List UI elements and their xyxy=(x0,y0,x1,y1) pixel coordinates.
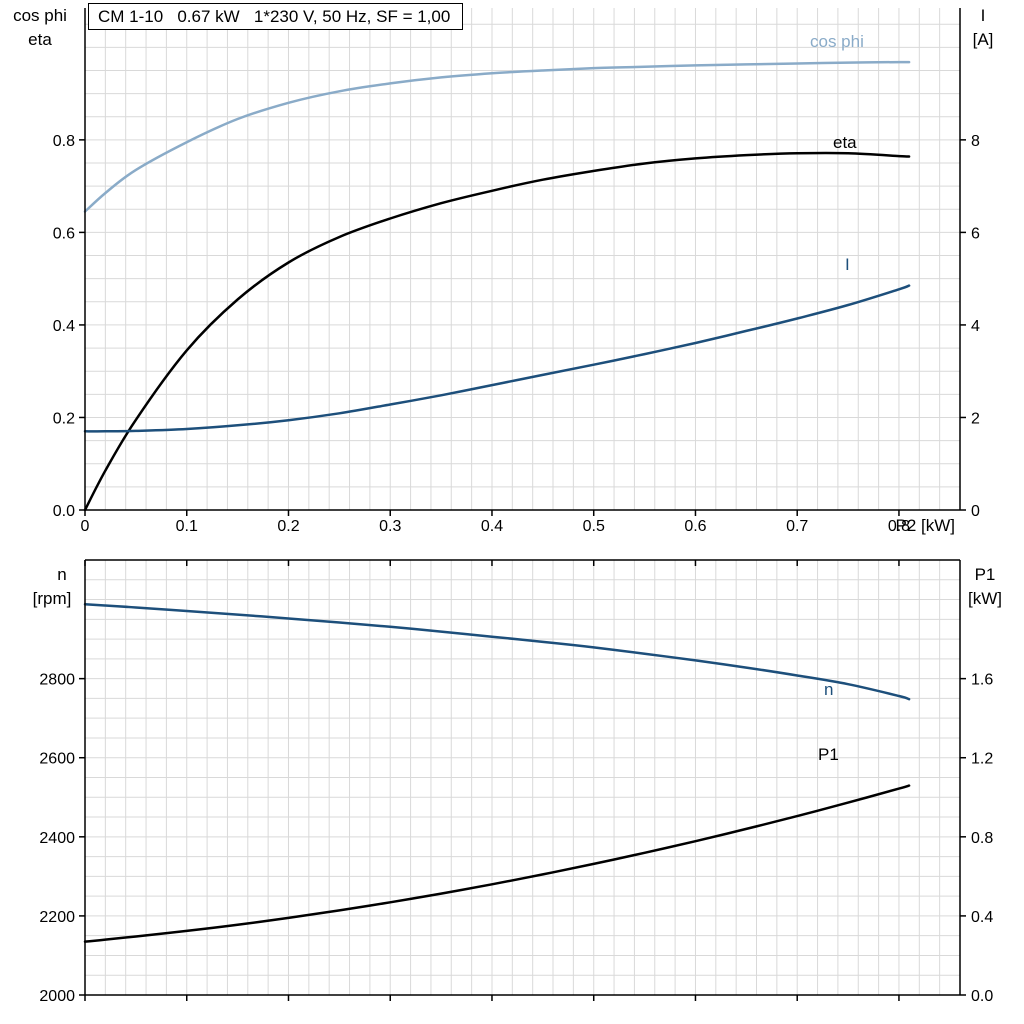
y-right-tick-label: 4 xyxy=(971,318,980,335)
axis-title-speed-unit: [rpm] xyxy=(33,589,72,608)
y-left-tick-label: 2000 xyxy=(39,988,75,1005)
curve-labels: cos phi eta I n P1 xyxy=(810,32,864,764)
x-tick-label: 0.7 xyxy=(786,518,808,535)
y-left-tick-label: 2600 xyxy=(39,751,75,768)
x-tick-label: 0 xyxy=(81,518,90,535)
y-right-tick-label: 0.8 xyxy=(971,830,993,847)
x-tick-label: 0.2 xyxy=(277,518,299,535)
y-right-tick-label: 1.2 xyxy=(971,751,993,768)
x-tick-label: 0.4 xyxy=(481,518,503,535)
axis-title-p1: P1 xyxy=(975,565,996,584)
axis-titles: cos phi eta I [A] P2 [kW] n [rpm] P1 [kW… xyxy=(13,6,1002,608)
y-left-tick-label: 2200 xyxy=(39,909,75,926)
curve-eta xyxy=(83,151,911,512)
x-axis-title-p2: P2 [kW] xyxy=(895,516,955,535)
top-chart-plot: 0 0.1 0.2 0.3 0.4 0.5 0.6 0.7 0.8 0.0 0.2 0.4 0.6 0.8… xyxy=(53,8,980,535)
y-left-tick-label: 2400 xyxy=(39,830,75,847)
x-tick-label: 0.5 xyxy=(583,518,605,535)
x-tick-label: 0.3 xyxy=(379,518,401,535)
curve-label-eta: eta xyxy=(833,133,857,152)
y-left-tick-label: 0.0 xyxy=(53,503,75,520)
y-left-tick-label: 0.8 xyxy=(53,133,75,150)
curve-label-speed: n xyxy=(824,680,833,699)
chart-title-box: CM 1-10 0.67 kW 1*230 V, 50 Hz, SF = 1,0… xyxy=(88,3,464,30)
axis-title-current-unit: [A] xyxy=(973,30,994,49)
axis-title-cos-phi: cos phi xyxy=(13,6,67,25)
curve-cos-phi xyxy=(83,60,911,213)
x-tick-label: 0.8 xyxy=(888,518,910,535)
y-right-tick-label: 0.0 xyxy=(971,988,993,1005)
y-right-tick-label: 2 xyxy=(971,410,980,427)
axis-title-p1-unit: [kW] xyxy=(968,589,1002,608)
y-left-tick-label: 0.4 xyxy=(53,318,75,335)
y-right-tick-label: 8 xyxy=(971,133,980,150)
curve-P1 xyxy=(83,784,911,943)
y-right-tick-label: 6 xyxy=(971,225,980,242)
y-right-tick-label: 0.4 xyxy=(971,909,993,926)
axis-title-eta: eta xyxy=(28,30,52,49)
axis-title-speed: n xyxy=(57,565,66,584)
curve-n xyxy=(83,603,911,701)
curve-label-cos-phi: cos phi xyxy=(810,32,864,51)
y-left-tick-label: 0.6 xyxy=(53,225,75,242)
bottom-chart-plot: 2000 2200 2400 2600 2800 0.0 0.4 0.8 1.2 1.6 xyxy=(39,559,993,1005)
curve-label-p1: P1 xyxy=(818,745,839,764)
axis-title-current: I xyxy=(981,6,986,25)
y-right-tick-label: 1.6 xyxy=(971,672,993,689)
chart-title: CM 1-10 0.67 kW 1*230 V, 50 Hz, SF = 1,0… xyxy=(98,6,451,26)
y-left-tick-label: 0.2 xyxy=(53,410,75,427)
y-right-tick-label: 0 xyxy=(971,503,980,520)
curve-label-current: I xyxy=(845,255,850,274)
y-left-tick-label: 2800 xyxy=(39,672,75,689)
x-tick-label: 0.1 xyxy=(176,518,198,535)
curve-I xyxy=(83,284,911,433)
x-tick-label: 0.6 xyxy=(684,518,706,535)
